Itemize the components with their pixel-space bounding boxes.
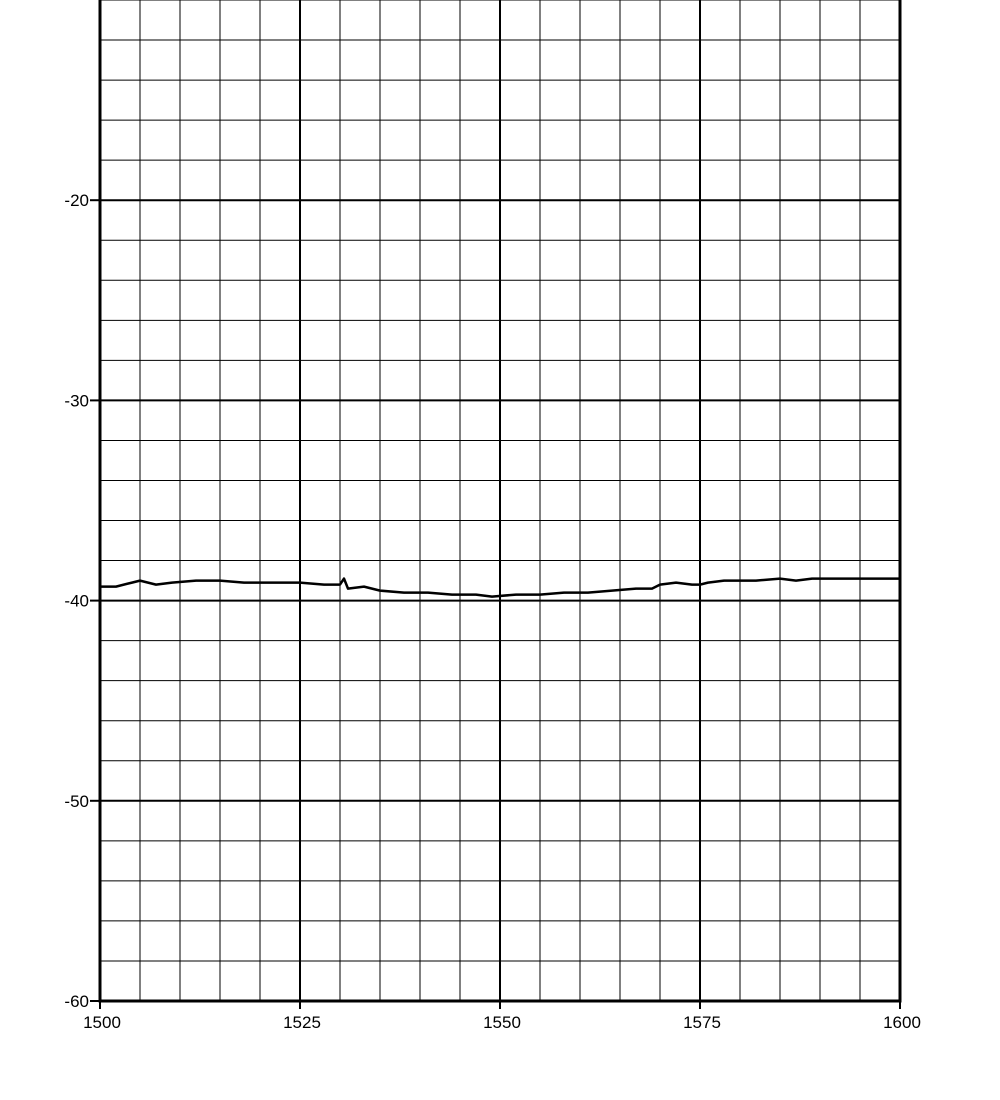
y-tick-label: -40 bbox=[64, 592, 89, 611]
x-tick-label: 1600 bbox=[883, 1013, 921, 1032]
x-tick-label: 1550 bbox=[483, 1013, 521, 1032]
major-grid bbox=[100, 0, 900, 1001]
series-line bbox=[100, 577, 900, 598]
series-layer bbox=[100, 577, 900, 598]
x-tick-label: 1500 bbox=[83, 1013, 121, 1032]
axes bbox=[90, 0, 902, 1009]
x-axis-tick-labels: 1500 1525 1550 1575 1600 bbox=[83, 1013, 921, 1032]
y-tick-label: -50 bbox=[64, 792, 89, 811]
x-tick-label: 1575 bbox=[683, 1013, 721, 1032]
y-tick-label: -20 bbox=[64, 191, 89, 210]
x-tick-label: 1525 bbox=[283, 1013, 321, 1032]
y-tick-label: -60 bbox=[64, 992, 89, 1011]
y-tick-label: -30 bbox=[64, 391, 89, 410]
y-axis-tick-labels: -60 -50 -40 -30 -20 bbox=[64, 191, 89, 1011]
